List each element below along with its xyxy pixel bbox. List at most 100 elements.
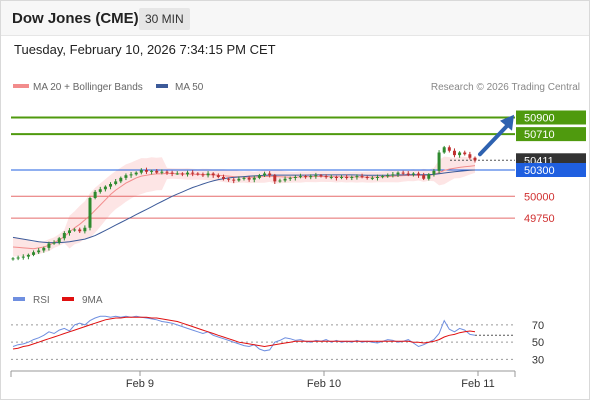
- candle-body: [360, 176, 364, 178]
- candle-body: [314, 175, 318, 177]
- forecast-arrow-head: [500, 114, 514, 131]
- rsi-legend-swatch: [13, 297, 25, 301]
- candle-body: [304, 176, 308, 178]
- x-tick-label: Feb 9: [126, 378, 154, 390]
- candle-body: [165, 171, 169, 173]
- candle-body: [150, 170, 154, 172]
- level-label-pivot: 50300: [524, 165, 555, 177]
- candle-body: [21, 256, 25, 258]
- candle-body: [83, 227, 87, 232]
- candle-body: [268, 173, 272, 176]
- candle-body: [180, 173, 184, 175]
- candle-body: [452, 150, 456, 156]
- candle-body: [381, 176, 385, 178]
- candle-body: [458, 152, 462, 156]
- candle-body: [232, 179, 236, 181]
- candle-body: [437, 152, 441, 171]
- rsi-tick-label: 70: [532, 320, 544, 332]
- candle-body: [293, 177, 297, 178]
- candle-body: [340, 177, 344, 178]
- candle-body: [221, 177, 225, 179]
- candle-body: [288, 177, 292, 179]
- candle-body: [52, 242, 56, 244]
- copyright-text: Research © 2026 Trading Central: [431, 82, 580, 93]
- ma20-legend-swatch: [13, 84, 29, 88]
- forecast-arrow-shaft: [478, 120, 512, 157]
- price-levels: [11, 116, 515, 219]
- candlesticks: [11, 145, 477, 261]
- candle-body: [329, 177, 333, 178]
- candle-body: [32, 252, 36, 255]
- candle-body: [37, 250, 41, 253]
- candle-body: [62, 233, 66, 239]
- ma20-legend-label: MA 20 + Bollinger Bands: [33, 82, 143, 93]
- candle-body: [93, 191, 97, 198]
- candle-body: [160, 171, 164, 173]
- level-tag-resistance: [516, 110, 586, 125]
- candle-body: [114, 181, 118, 184]
- candle-body: [201, 174, 205, 176]
- candle-body: [124, 175, 128, 178]
- level-label-support: 50000: [524, 191, 555, 203]
- candle-body: [319, 175, 323, 177]
- timestamp: Tuesday, February 10, 2026 7:34:15 PM CE…: [14, 42, 276, 57]
- candle-body: [365, 177, 369, 178]
- candle-body: [432, 170, 436, 175]
- interval-button[interactable]: 30 MIN: [139, 8, 190, 30]
- candle-body: [134, 172, 138, 175]
- candle-body: [57, 238, 61, 243]
- candle-body: [309, 176, 313, 178]
- candle-body: [186, 172, 190, 175]
- candle-body: [47, 243, 51, 248]
- candle-body: [257, 175, 261, 178]
- ma50-legend-label: MA 50: [175, 82, 204, 93]
- candle-body: [216, 175, 220, 177]
- candle-body: [391, 174, 395, 176]
- x-tick-label: Feb 11: [461, 378, 494, 390]
- candle-body: [396, 172, 400, 175]
- candle-body: [129, 174, 133, 176]
- candle-body: [196, 173, 200, 175]
- candle-body: [401, 172, 405, 174]
- candle-body: [442, 147, 446, 153]
- x-tick-label: Feb 10: [307, 378, 341, 390]
- candle-body: [98, 189, 102, 192]
- rsi-line: [12, 315, 476, 352]
- candle-body: [417, 173, 421, 176]
- candle-body: [298, 176, 302, 178]
- level-tag-resistance: [516, 127, 586, 142]
- instrument-title: Dow Jones (CME): [12, 10, 139, 27]
- candle-body: [355, 176, 359, 178]
- candle-body: [263, 173, 267, 176]
- level-label-resistance: 50710: [524, 129, 555, 141]
- candle-body: [67, 230, 71, 233]
- rsi-tick-label: 30: [532, 354, 544, 366]
- candle-body: [252, 177, 256, 180]
- ma50-legend-swatch: [156, 84, 168, 88]
- candle-body: [283, 178, 287, 181]
- candle-body: [345, 177, 349, 178]
- candle-body: [175, 173, 179, 175]
- rsi-ma-legend-swatch: [62, 297, 74, 301]
- candle-body: [411, 173, 415, 175]
- candle-body: [422, 175, 426, 179]
- candle-body: [237, 178, 241, 181]
- candle-body: [109, 184, 113, 187]
- candle-body: [42, 247, 46, 251]
- candle-body: [211, 173, 215, 176]
- candle-body: [334, 177, 338, 178]
- level-label-support: 49750: [524, 213, 555, 225]
- level-label-resistance: 50900: [524, 113, 555, 125]
- candle-body: [191, 172, 195, 174]
- candle-body: [386, 175, 390, 177]
- rsi-ma-line: [12, 316, 476, 350]
- candle-body: [227, 178, 231, 180]
- level-tag-pivot: [516, 163, 586, 177]
- candle-body: [247, 177, 251, 180]
- candle-body: [155, 170, 159, 173]
- rsi-ma-legend-label: 9MA: [82, 295, 103, 306]
- candle-body: [427, 174, 431, 179]
- candle-body: [78, 229, 82, 232]
- candle-body: [139, 170, 143, 173]
